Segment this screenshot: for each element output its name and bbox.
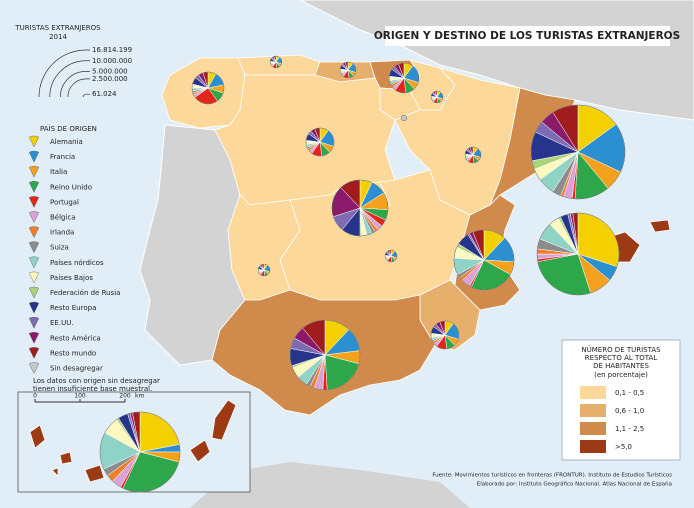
choro-label: 0,1 - 0,5 <box>615 389 644 397</box>
pie-outline <box>388 62 420 94</box>
scale-label: 0 <box>33 393 37 400</box>
legend-label: Resto mundo <box>50 349 96 357</box>
note: tienen insuficiente base muestral. <box>33 385 152 393</box>
size-label: 61.024 <box>92 90 117 98</box>
legend-label: Bélgica <box>50 214 76 222</box>
pie-outline <box>289 319 361 391</box>
pie-outline <box>536 212 620 296</box>
size-arc <box>60 71 90 98</box>
legend-label: Irlanda <box>50 229 74 237</box>
legend-swatch <box>28 211 40 223</box>
choro-swatch <box>580 422 606 435</box>
legend-label: Sin desagregar <box>50 365 103 373</box>
size-arc <box>67 78 90 98</box>
legend-label: Suiza <box>50 244 69 252</box>
pie-outline <box>99 411 181 493</box>
choro-label: >5,0 <box>615 443 632 451</box>
choro-swatch <box>580 386 606 399</box>
legend-label: Resto América <box>50 334 101 342</box>
africa <box>190 462 470 508</box>
size-arc <box>38 49 90 98</box>
choro-title: NÚMERO DE TURISTAS <box>581 345 661 354</box>
legend-swatch <box>28 286 40 299</box>
source: Elaborado por: Instituto Geográfico Naci… <box>477 481 672 488</box>
title-box <box>385 26 670 46</box>
pie-outline <box>453 229 515 291</box>
pie-outline <box>464 146 482 164</box>
legend-swatch <box>28 347 40 359</box>
pie-outline <box>339 61 357 79</box>
size-label: 2.500.000 <box>92 75 128 83</box>
legend-swatch <box>28 241 40 254</box>
scale-label: 100 <box>74 393 86 400</box>
legend-label: Francia <box>50 153 75 161</box>
legend-swatch <box>28 181 40 193</box>
legend-swatch <box>28 256 40 269</box>
legend-swatch <box>28 362 40 374</box>
scale-label: 200 <box>119 393 131 400</box>
legend-swatch <box>28 317 40 329</box>
legend-swatch <box>28 135 40 148</box>
size-arc <box>49 60 90 98</box>
legend-label: Federación de Rusia <box>50 289 120 297</box>
legend-swatch <box>28 271 40 284</box>
pie-outline <box>530 104 626 200</box>
size-label: 16.814.199 <box>92 46 132 54</box>
size-legend-title: TURISTAS EXTRANJEROS <box>14 24 101 32</box>
legend-label: Italia <box>50 168 67 176</box>
legend-label: EE.UU. <box>50 319 74 327</box>
map-title: ORIGEN Y DESTINO DE LOS TURISTAS EXTRANJ… <box>374 30 680 42</box>
pie-outline <box>191 71 225 105</box>
origin-legend-title: PAÍS DE ORIGEN <box>40 124 97 133</box>
legend-swatch <box>28 226 40 239</box>
pie-outline <box>400 114 408 122</box>
size-label: 10.000.000 <box>92 57 132 65</box>
choro-label: 0,6 - 1,0 <box>615 407 644 415</box>
source: Fuente: Movimientos turísticos en fronte… <box>432 472 672 479</box>
scale-unit: km <box>135 393 144 400</box>
legend-swatch <box>28 332 40 344</box>
pie-outline <box>269 55 283 69</box>
legend-label: Reino Unido <box>50 183 92 191</box>
pie-outline <box>430 90 444 104</box>
pie-outline <box>331 179 389 237</box>
region <box>29 399 237 483</box>
choro-subtitle: (en porcentaje) <box>594 371 648 379</box>
legend-swatch <box>28 196 40 208</box>
legend-label: Alemania <box>50 138 83 146</box>
pie-outline <box>430 320 460 350</box>
pie-outline <box>305 127 335 157</box>
choro-title: RESPECTO AL TOTAL <box>585 354 657 362</box>
note: Los datos con origen sin desagregar <box>33 377 160 385</box>
size-arc <box>82 93 90 98</box>
legend-label: Resto Europa <box>50 304 96 312</box>
legend-label: Países Bajos <box>50 274 93 282</box>
choro-swatch <box>580 440 606 453</box>
size-label: 5.000.000 <box>92 67 128 75</box>
legend-label: Países nórdicos <box>50 259 104 267</box>
legend-label: Portugal <box>50 198 79 206</box>
size-legend-title: 2014 <box>49 33 67 41</box>
pie-outline <box>257 263 271 277</box>
choro-title: DE HABITANTES <box>593 362 649 370</box>
choro-label: 1,1 - 2,5 <box>615 425 644 433</box>
legend-swatch <box>28 150 40 163</box>
pie-outline <box>384 249 398 263</box>
choro-swatch <box>580 404 606 417</box>
legend-swatch <box>28 166 40 178</box>
legend-swatch <box>28 301 40 314</box>
